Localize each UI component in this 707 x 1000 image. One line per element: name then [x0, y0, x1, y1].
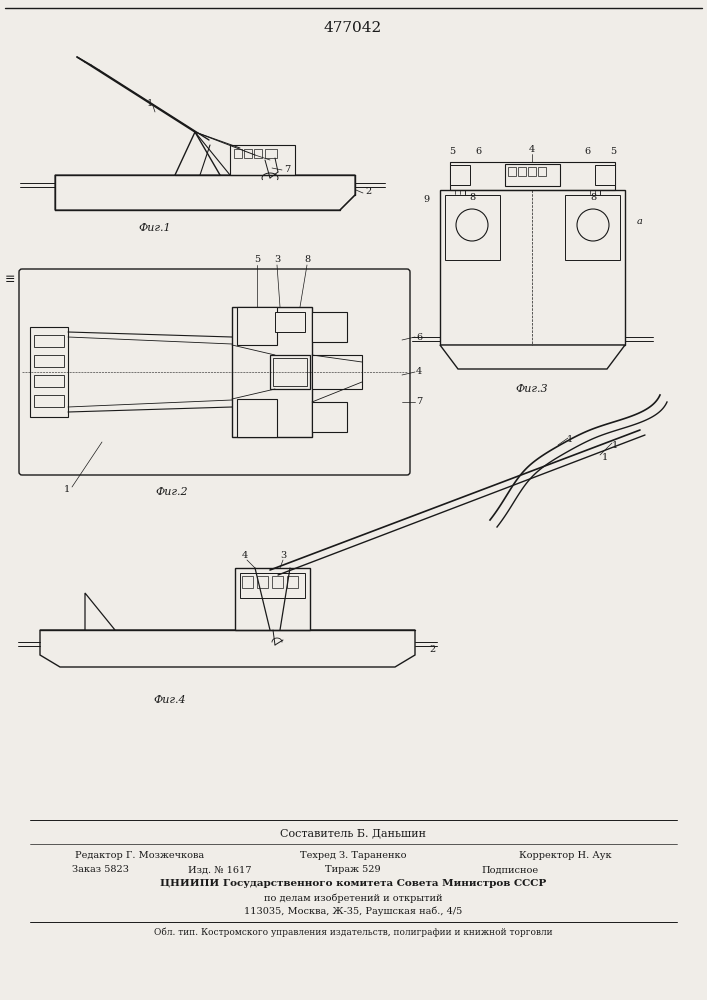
Text: 1: 1 — [567, 436, 573, 444]
Text: 113035, Москва, Ж-35, Раушская наб., 4/5: 113035, Москва, Ж-35, Раушская наб., 4/5 — [244, 906, 462, 916]
Text: 5: 5 — [449, 147, 455, 156]
Bar — [528, 167, 536, 176]
Text: 1: 1 — [147, 99, 153, 107]
Bar — [235, 568, 310, 630]
Text: Обл. тип. Костромского управления издательств, полиграфии и книжной торговли: Обл. тип. Костромского управления издате… — [153, 927, 552, 937]
Text: 8: 8 — [469, 194, 475, 202]
Text: Заказ 5823: Заказ 5823 — [71, 865, 129, 874]
Text: Фиг.3: Фиг.3 — [515, 384, 549, 394]
Bar — [505, 164, 560, 186]
Text: 1: 1 — [602, 454, 608, 462]
Text: 2: 2 — [430, 646, 436, 654]
Text: Составитель Б. Даньшин: Составитель Б. Даньшин — [280, 828, 426, 838]
Text: 477042: 477042 — [324, 21, 382, 35]
Bar — [508, 167, 516, 176]
Bar — [312, 355, 362, 389]
Bar — [232, 307, 312, 437]
Bar — [237, 307, 277, 345]
Polygon shape — [85, 593, 115, 630]
Text: 5: 5 — [610, 147, 616, 156]
Text: 3: 3 — [280, 552, 286, 560]
Bar — [312, 312, 347, 342]
Polygon shape — [55, 175, 355, 210]
Text: 4: 4 — [416, 367, 422, 376]
Bar — [34, 335, 64, 347]
Bar — [270, 355, 310, 389]
Bar — [265, 149, 277, 158]
Bar — [287, 576, 298, 588]
Bar — [34, 375, 64, 387]
Text: ЦНИИПИ Государственного комитета Совета Министров СССР: ЦНИИПИ Государственного комитета Совета … — [160, 880, 546, 888]
Bar — [518, 167, 526, 176]
Text: 7: 7 — [416, 397, 422, 406]
Bar — [242, 576, 253, 588]
Bar — [440, 190, 625, 345]
Polygon shape — [40, 630, 415, 667]
Text: 6: 6 — [416, 332, 422, 342]
Text: Фиг.2: Фиг.2 — [156, 487, 188, 497]
Text: ≡: ≡ — [5, 273, 16, 286]
Text: Редактор Г. Мозжечкова: Редактор Г. Мозжечкова — [76, 852, 204, 860]
Bar — [234, 149, 242, 158]
Bar — [272, 576, 283, 588]
Bar — [230, 145, 295, 175]
Text: 4: 4 — [529, 145, 535, 154]
Text: 7: 7 — [284, 165, 290, 174]
Text: 1: 1 — [64, 486, 70, 494]
Text: 6: 6 — [584, 147, 590, 156]
Polygon shape — [440, 345, 625, 369]
Text: 1: 1 — [612, 440, 618, 450]
Bar — [595, 165, 615, 185]
Text: Фиг.4: Фиг.4 — [153, 695, 187, 705]
Bar — [312, 402, 347, 432]
Bar — [34, 395, 64, 407]
Bar — [244, 149, 252, 158]
Text: 5: 5 — [254, 255, 260, 264]
Bar — [275, 312, 305, 332]
Bar — [450, 162, 615, 190]
Bar — [237, 399, 277, 437]
Bar — [34, 355, 64, 367]
Bar — [565, 195, 620, 260]
Bar — [273, 358, 307, 386]
Bar — [254, 149, 262, 158]
Text: Фиг.1: Фиг.1 — [139, 223, 171, 233]
Bar — [240, 573, 305, 598]
Text: 6: 6 — [475, 147, 481, 156]
Bar — [30, 327, 68, 417]
Text: a: a — [637, 218, 643, 227]
Text: 8: 8 — [590, 194, 596, 202]
Text: по делам изобретений и открытий: по делам изобретений и открытий — [264, 893, 443, 903]
Text: 3: 3 — [274, 255, 280, 264]
Text: Техред З. Тараненко: Техред З. Тараненко — [300, 852, 407, 860]
Bar — [257, 576, 268, 588]
Text: Подписное: Подписное — [481, 865, 539, 874]
Text: 8: 8 — [304, 255, 310, 264]
Text: 4: 4 — [242, 552, 248, 560]
FancyBboxPatch shape — [19, 269, 410, 475]
Text: Тираж 529: Тираж 529 — [325, 865, 381, 874]
Bar — [538, 167, 546, 176]
Text: Корректор Н. Аук: Корректор Н. Аук — [519, 852, 612, 860]
Bar — [450, 165, 470, 185]
Text: 9: 9 — [423, 196, 429, 205]
Text: Изд. № 1617: Изд. № 1617 — [188, 865, 252, 874]
Bar — [445, 195, 500, 260]
Text: 2: 2 — [365, 188, 371, 196]
